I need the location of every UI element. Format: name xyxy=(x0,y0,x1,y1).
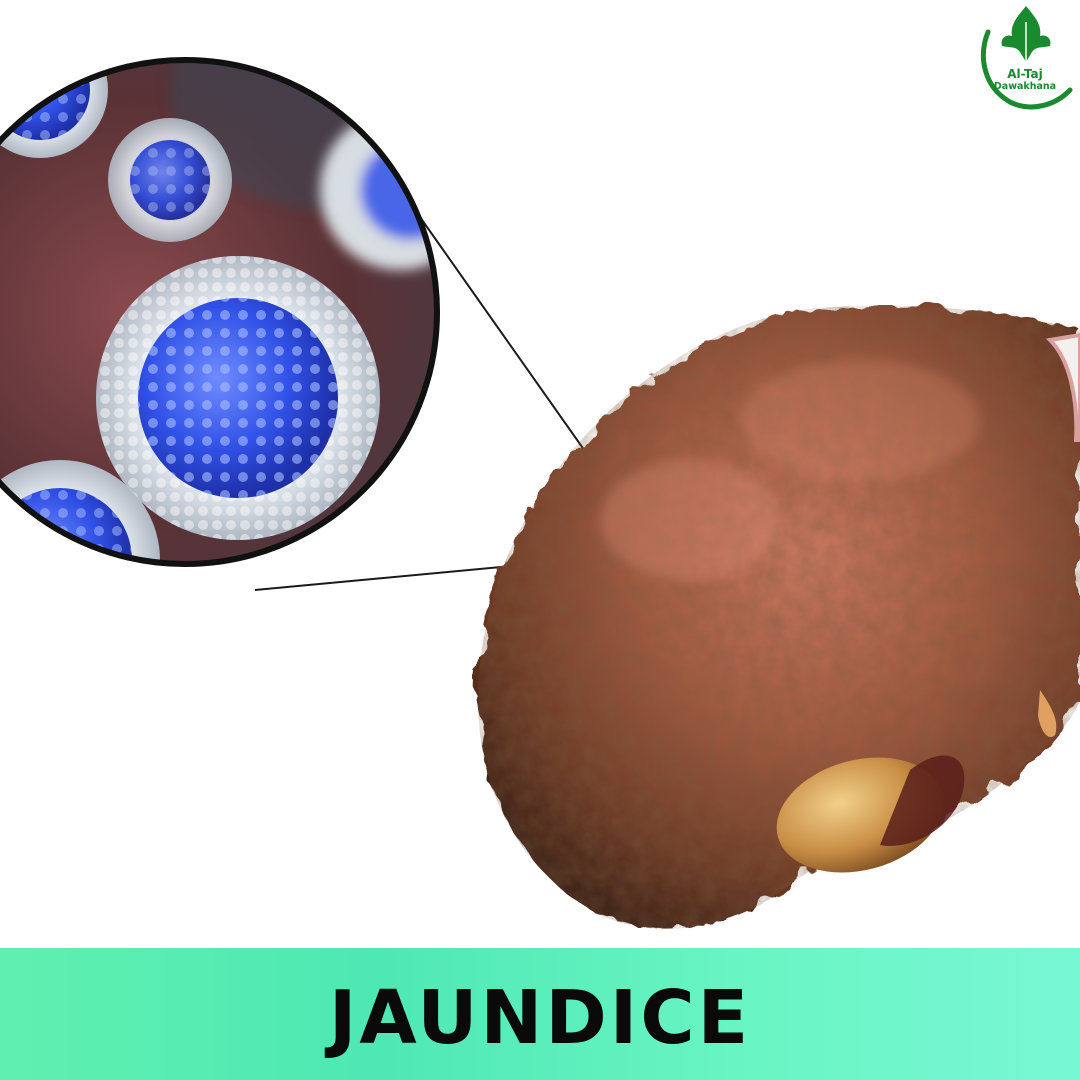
title-banner: JAUNDICE xyxy=(0,948,1080,1080)
medical-illustration xyxy=(0,57,1080,929)
leaf-logo-icon xyxy=(980,6,1073,110)
banner-title: JAUNDICE xyxy=(328,975,752,1061)
virus-inset xyxy=(0,57,440,567)
virus-particle xyxy=(320,110,437,270)
virus-particle-main xyxy=(96,256,380,540)
virus-particle xyxy=(108,118,232,242)
gallbladder xyxy=(776,755,965,873)
brand-name-line2: Dawakhana xyxy=(993,81,1057,92)
brand-logo: Al-Taj Dawakhana xyxy=(970,2,1080,110)
brand-name-line1: Al-Taj xyxy=(1007,67,1043,81)
